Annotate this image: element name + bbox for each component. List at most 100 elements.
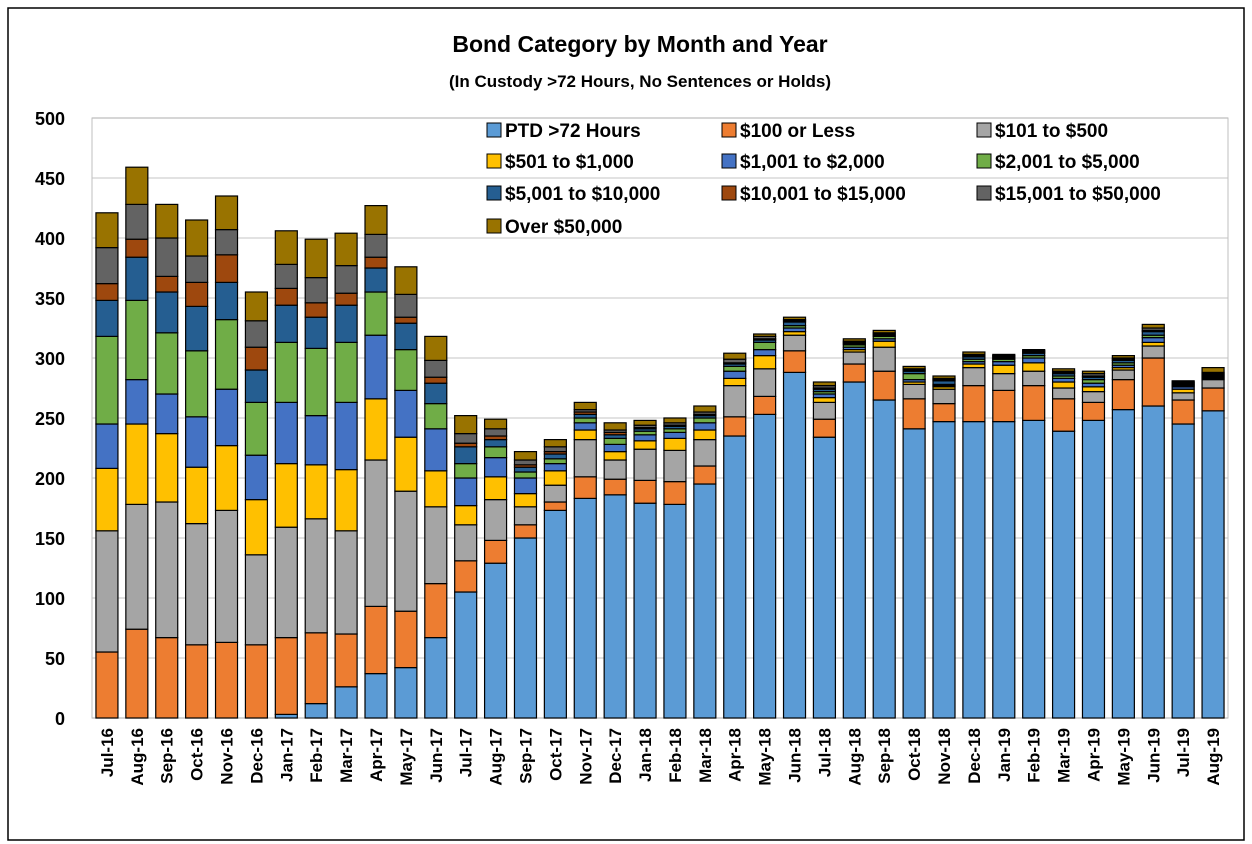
bar-segment [454,560,478,593]
bar-segment [394,490,418,612]
legend-label: $15,001 to $50,000 [995,184,1161,205]
bar-segment [394,349,418,392]
bar-segment [663,417,687,424]
legend-swatch [976,122,992,138]
bar-segment [663,481,687,506]
bar-segment [543,484,567,503]
bar-segment [603,443,627,453]
bar-segment [244,369,269,404]
x-tick-label: Sep-16 [158,728,177,784]
x-tick-label: Dec-16 [247,728,266,784]
bar-segment [513,451,538,461]
bar-segment [573,422,597,431]
bar-segment [424,382,448,405]
bar-segment [932,388,956,405]
x-tick-label: Jan-19 [995,728,1014,782]
bar-segment [782,316,807,321]
bar-segment [932,403,956,423]
bar-segment [1022,385,1046,422]
bar-segment [244,554,269,646]
bar-segment [334,401,358,471]
bar-segment [334,633,358,688]
bar-segment [394,316,418,324]
bar-segment [902,373,926,381]
bar-segment [274,287,298,306]
bar-segment [543,446,567,453]
legend-label: $5,001 to $10,000 [505,184,660,205]
legend-label: Over $50,000 [505,217,622,238]
bar-segment [812,418,837,438]
y-tick-label: 350 [35,289,65,309]
bar-segment [95,212,119,249]
legend-swatch [486,185,502,201]
bar-segment [753,349,777,357]
bar-segment [454,433,478,444]
bar-segment [1111,355,1135,359]
bar-segment [214,281,239,321]
bar-segment [125,628,149,719]
legend-swatch [486,153,502,169]
bar-segment [1201,367,1225,374]
bar-segment [1171,423,1195,719]
x-tick-label: Oct-17 [546,728,565,781]
bar-segment [573,476,597,499]
bar-segment [454,477,478,507]
bar-segment [693,439,717,467]
bar-segment [902,398,926,430]
bar-segment [513,459,538,466]
bar-segment [603,478,627,496]
bar-segment [543,509,567,719]
bar-segment [394,666,418,719]
bar-segment [155,332,179,395]
bar-segment [334,292,358,306]
legend-label: $2,001 to $5,000 [995,152,1140,173]
legend-swatch [976,185,992,201]
bar-segment [603,451,627,461]
x-tick-label: Jun-18 [786,728,805,783]
x-tick-label: Feb-18 [666,728,685,783]
bar-segment [1051,430,1076,719]
bar-segment [274,401,298,465]
legend-swatch [976,153,992,169]
bar-segment [364,605,388,675]
x-tick-label: Mar-19 [1055,728,1074,783]
bar-segment [633,479,657,504]
bar-segment [543,439,567,448]
bar-segment [1171,380,1195,383]
x-tick-label: Sep-17 [516,728,535,784]
bar-segment [185,305,209,352]
bar-segment [125,379,149,425]
bar-segment [872,370,896,401]
x-tick-label: Sep-18 [875,728,894,784]
bar-segment [633,448,657,482]
bar-segment [842,363,866,383]
legend-swatch [721,153,737,169]
bar-segment [274,263,298,289]
bar-segment [274,230,298,266]
bar-segment [782,334,807,352]
bar-segment [185,416,209,468]
x-tick-label: Feb-19 [1025,728,1044,783]
bar-segment [155,636,179,719]
bar-segment [842,351,866,365]
bar-segment [214,254,239,284]
bar-segment [214,195,239,231]
bar-segment [155,237,179,278]
x-tick-label: Apr-19 [1084,728,1103,782]
bar-segment [1201,387,1225,412]
bar-segment [424,376,448,384]
bar-segment [723,365,747,372]
bar-segment [603,437,627,445]
bar-segment [633,502,657,719]
bar-segment [1111,379,1135,411]
bar-segment [693,405,717,413]
bar-segment [95,283,119,302]
bar-segment [812,401,837,420]
bar-segment [125,503,149,630]
bar-segment [394,610,418,669]
bar-segment [334,469,358,532]
legend-label: $101 to $500 [995,121,1108,142]
bar-segment [244,644,269,719]
bar-segment [304,632,328,705]
